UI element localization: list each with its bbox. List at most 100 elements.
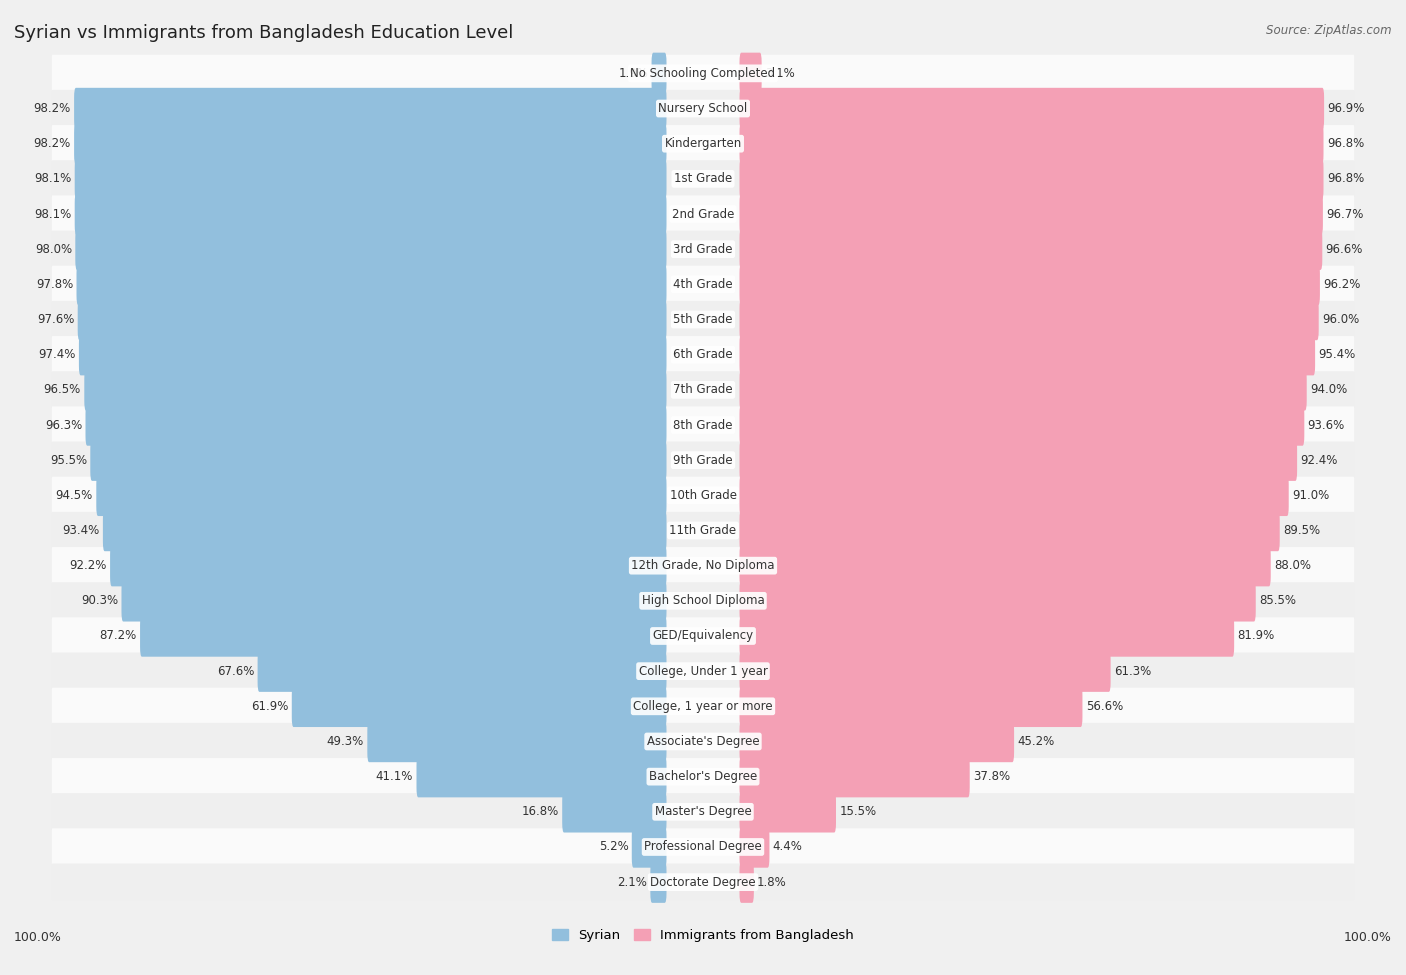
FancyBboxPatch shape	[562, 791, 666, 833]
Text: 1st Grade: 1st Grade	[673, 173, 733, 185]
Text: 100.0%: 100.0%	[1344, 931, 1392, 945]
Text: 3rd Grade: 3rd Grade	[673, 243, 733, 255]
Text: 85.5%: 85.5%	[1258, 595, 1296, 607]
Text: 93.6%: 93.6%	[1308, 418, 1346, 432]
FancyBboxPatch shape	[52, 230, 1354, 268]
Text: 45.2%: 45.2%	[1018, 735, 1054, 748]
FancyBboxPatch shape	[103, 510, 666, 551]
FancyBboxPatch shape	[75, 88, 666, 130]
FancyBboxPatch shape	[740, 88, 1324, 130]
FancyBboxPatch shape	[740, 123, 1323, 165]
Text: Syrian vs Immigrants from Bangladesh Education Level: Syrian vs Immigrants from Bangladesh Edu…	[14, 24, 513, 42]
Text: 8th Grade: 8th Grade	[673, 418, 733, 432]
Text: 98.2%: 98.2%	[34, 102, 70, 115]
FancyBboxPatch shape	[416, 756, 666, 798]
Text: 96.6%: 96.6%	[1326, 243, 1362, 255]
FancyBboxPatch shape	[52, 794, 1354, 831]
Text: 81.9%: 81.9%	[1237, 630, 1275, 643]
FancyBboxPatch shape	[257, 650, 666, 692]
FancyBboxPatch shape	[740, 228, 1322, 270]
FancyBboxPatch shape	[52, 336, 1354, 373]
FancyBboxPatch shape	[52, 407, 1354, 444]
Text: 100.0%: 100.0%	[14, 931, 62, 945]
FancyBboxPatch shape	[740, 826, 769, 868]
Text: 12th Grade, No Diploma: 12th Grade, No Diploma	[631, 559, 775, 572]
FancyBboxPatch shape	[52, 617, 1354, 654]
Text: 95.5%: 95.5%	[49, 453, 87, 467]
FancyBboxPatch shape	[52, 687, 1354, 725]
FancyBboxPatch shape	[52, 512, 1354, 549]
Text: 2nd Grade: 2nd Grade	[672, 208, 734, 220]
FancyBboxPatch shape	[84, 370, 666, 410]
Legend: Syrian, Immigrants from Bangladesh: Syrian, Immigrants from Bangladesh	[547, 923, 859, 948]
Text: Nursery School: Nursery School	[658, 102, 748, 115]
FancyBboxPatch shape	[52, 90, 1354, 127]
FancyBboxPatch shape	[121, 580, 666, 621]
FancyBboxPatch shape	[141, 615, 666, 657]
FancyBboxPatch shape	[86, 405, 666, 446]
Text: Kindergarten: Kindergarten	[665, 137, 741, 150]
FancyBboxPatch shape	[96, 475, 666, 516]
Text: 61.9%: 61.9%	[252, 700, 288, 713]
FancyBboxPatch shape	[110, 545, 666, 586]
Text: 87.2%: 87.2%	[100, 630, 136, 643]
FancyBboxPatch shape	[52, 371, 1354, 409]
Text: 37.8%: 37.8%	[973, 770, 1010, 783]
FancyBboxPatch shape	[651, 53, 666, 94]
FancyBboxPatch shape	[740, 685, 1083, 727]
Text: 5th Grade: 5th Grade	[673, 313, 733, 326]
Text: Bachelor's Degree: Bachelor's Degree	[650, 770, 756, 783]
Text: 15.5%: 15.5%	[839, 805, 876, 818]
Text: 89.5%: 89.5%	[1284, 524, 1320, 537]
Text: 96.3%: 96.3%	[45, 418, 82, 432]
FancyBboxPatch shape	[740, 756, 970, 798]
FancyBboxPatch shape	[740, 370, 1306, 410]
Text: 7th Grade: 7th Grade	[673, 383, 733, 397]
FancyBboxPatch shape	[75, 193, 666, 235]
FancyBboxPatch shape	[52, 125, 1354, 162]
FancyBboxPatch shape	[740, 193, 1323, 235]
FancyBboxPatch shape	[52, 758, 1354, 796]
Text: GED/Equivalency: GED/Equivalency	[652, 630, 754, 643]
FancyBboxPatch shape	[631, 826, 666, 868]
Text: 3.1%: 3.1%	[765, 67, 794, 80]
FancyBboxPatch shape	[651, 862, 666, 903]
Text: 98.1%: 98.1%	[34, 208, 72, 220]
Text: 96.2%: 96.2%	[1323, 278, 1361, 291]
FancyBboxPatch shape	[740, 545, 1271, 586]
Text: 98.1%: 98.1%	[34, 173, 72, 185]
FancyBboxPatch shape	[740, 263, 1320, 305]
Text: 98.2%: 98.2%	[34, 137, 70, 150]
Text: Associate's Degree: Associate's Degree	[647, 735, 759, 748]
Text: 11th Grade: 11th Grade	[669, 524, 737, 537]
Text: 1.8%: 1.8%	[758, 876, 787, 888]
FancyBboxPatch shape	[367, 721, 666, 762]
FancyBboxPatch shape	[740, 791, 837, 833]
FancyBboxPatch shape	[52, 582, 1354, 619]
FancyBboxPatch shape	[76, 228, 666, 270]
Text: 96.8%: 96.8%	[1327, 173, 1364, 185]
FancyBboxPatch shape	[52, 829, 1354, 866]
FancyBboxPatch shape	[75, 158, 666, 200]
FancyBboxPatch shape	[740, 862, 754, 903]
Text: 88.0%: 88.0%	[1274, 559, 1310, 572]
Text: College, 1 year or more: College, 1 year or more	[633, 700, 773, 713]
Text: 56.6%: 56.6%	[1085, 700, 1123, 713]
Text: 92.4%: 92.4%	[1301, 453, 1339, 467]
Text: College, Under 1 year: College, Under 1 year	[638, 665, 768, 678]
Text: 94.5%: 94.5%	[56, 488, 93, 502]
FancyBboxPatch shape	[52, 547, 1354, 584]
Text: 96.7%: 96.7%	[1326, 208, 1364, 220]
Text: 96.0%: 96.0%	[1322, 313, 1360, 326]
Text: 95.4%: 95.4%	[1319, 348, 1355, 361]
Text: 9th Grade: 9th Grade	[673, 453, 733, 467]
FancyBboxPatch shape	[52, 722, 1354, 760]
Text: 49.3%: 49.3%	[326, 735, 364, 748]
FancyBboxPatch shape	[52, 55, 1354, 92]
Text: 97.8%: 97.8%	[37, 278, 73, 291]
Text: 97.4%: 97.4%	[38, 348, 76, 361]
FancyBboxPatch shape	[740, 158, 1323, 200]
FancyBboxPatch shape	[740, 405, 1305, 446]
FancyBboxPatch shape	[52, 301, 1354, 338]
FancyBboxPatch shape	[52, 266, 1354, 303]
